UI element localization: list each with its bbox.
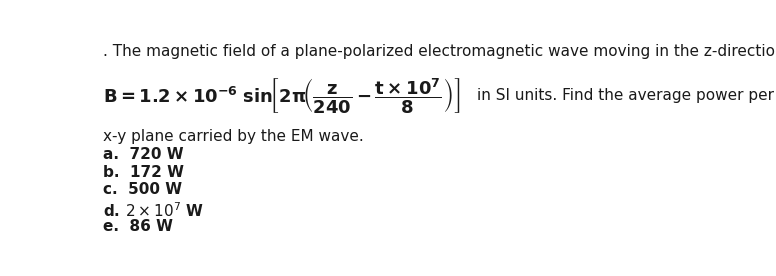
Text: b.  172 W: b. 172 W [103,165,184,180]
Text: d. $2 \times 10^7$ W: d. $2 \times 10^7$ W [103,201,204,220]
Text: . The magnetic field of a plane-polarized electromagnetic wave moving in the z-d: . The magnetic field of a plane-polarize… [103,44,776,59]
Text: c.  500 W: c. 500 W [103,182,182,198]
Text: e.  86 W: e. 86 W [103,219,173,234]
Text: x-y plane carried by the EM wave.: x-y plane carried by the EM wave. [103,129,364,144]
Text: in SI units. Find the average power per square meter in the: in SI units. Find the average power per … [476,88,776,103]
Text: a.  720 W: a. 720 W [103,147,184,162]
Text: $\mathbf{B = 1.2 \times 10^{-6}\ sin\!\left[2\pi\!\left(\dfrac{z}{240} - \dfrac{: $\mathbf{B = 1.2 \times 10^{-6}\ sin\!\l… [103,76,460,115]
